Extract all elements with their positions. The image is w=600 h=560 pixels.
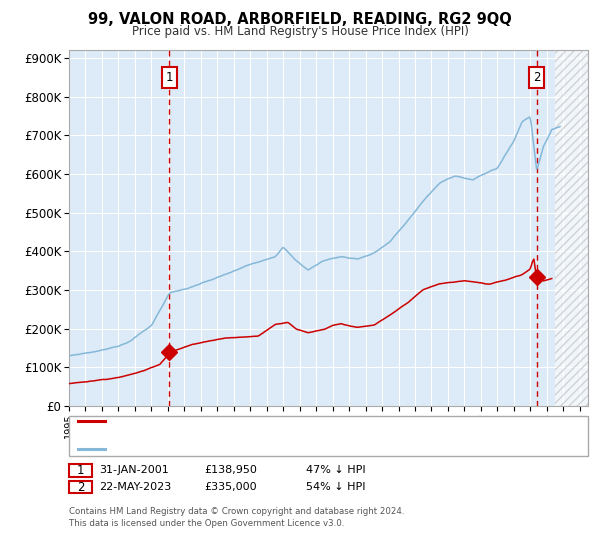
Text: 47% ↓ HPI: 47% ↓ HPI — [306, 465, 365, 475]
Text: 99, VALON ROAD, ARBORFIELD, READING, RG2 9QQ: 99, VALON ROAD, ARBORFIELD, READING, RG2… — [88, 12, 512, 27]
Text: 1: 1 — [77, 464, 84, 477]
Text: 99, VALON ROAD, ARBORFIELD, READING, RG2 9QQ (detached house): 99, VALON ROAD, ARBORFIELD, READING, RG2… — [108, 416, 458, 426]
Text: 2: 2 — [77, 480, 84, 494]
Text: Price paid vs. HM Land Registry's House Price Index (HPI): Price paid vs. HM Land Registry's House … — [131, 25, 469, 39]
Text: 1: 1 — [166, 71, 173, 84]
Text: 2: 2 — [533, 71, 541, 84]
Text: £138,950: £138,950 — [204, 465, 257, 475]
Text: HPI: Average price, detached house, Wokingham: HPI: Average price, detached house, Woki… — [108, 444, 351, 454]
Text: Contains HM Land Registry data © Crown copyright and database right 2024.
This d: Contains HM Land Registry data © Crown c… — [69, 507, 404, 528]
Text: 22-MAY-2023: 22-MAY-2023 — [99, 482, 171, 492]
Text: 31-JAN-2001: 31-JAN-2001 — [99, 465, 169, 475]
Text: £335,000: £335,000 — [204, 482, 257, 492]
Text: 54% ↓ HPI: 54% ↓ HPI — [306, 482, 365, 492]
Bar — [555, 50, 588, 406]
